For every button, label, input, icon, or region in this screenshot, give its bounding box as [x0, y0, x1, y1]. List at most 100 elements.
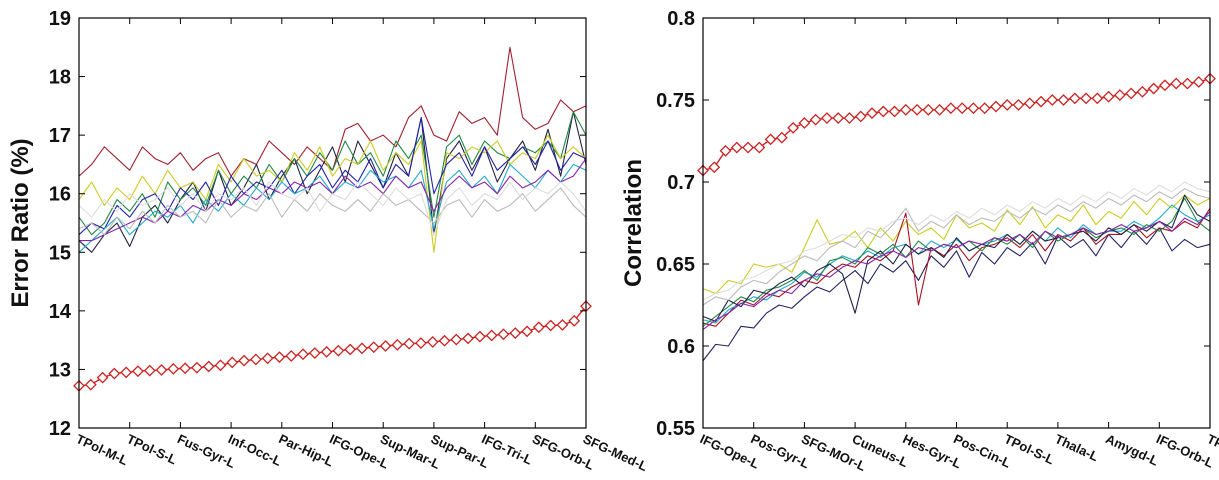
data-point [933, 103, 946, 116]
data-point [1091, 92, 1104, 105]
data-point [787, 121, 800, 134]
data-point [911, 103, 923, 116]
y-tick-label: 18 [49, 67, 71, 89]
data-point [1102, 90, 1115, 103]
series-8 [78, 187, 587, 236]
data-point [899, 103, 912, 116]
series-line [78, 187, 587, 236]
data-point [261, 352, 274, 365]
data-point [821, 112, 833, 124]
data-point [967, 102, 980, 115]
data-point [226, 356, 239, 369]
data-point [438, 334, 451, 347]
y-tick-label: 0.75 [656, 90, 695, 112]
data-point [167, 362, 180, 375]
data-point [764, 133, 777, 146]
data-point [249, 353, 262, 366]
data-point [809, 113, 822, 126]
data-point [832, 112, 845, 124]
data-point [1001, 99, 1014, 111]
series-6 [78, 163, 587, 253]
data-point [532, 321, 545, 334]
data-point [297, 348, 309, 361]
data-point [273, 351, 286, 364]
data-point [1012, 99, 1025, 111]
data-point [108, 367, 121, 380]
data-point [568, 314, 581, 327]
y-tick-label: 15 [49, 242, 71, 264]
data-point [473, 330, 486, 343]
data-point [944, 102, 957, 115]
data-point [1159, 79, 1171, 92]
plot-frame [702, 17, 1211, 429]
series-line [78, 117, 587, 236]
data-point [155, 364, 168, 376]
data-point [854, 110, 867, 123]
data-point [485, 329, 498, 342]
data-point [96, 371, 109, 384]
data-point [843, 112, 856, 124]
data-point [742, 141, 754, 154]
data-point [179, 362, 192, 375]
data-point [1057, 94, 1070, 106]
data-point [308, 347, 321, 359]
data-point [719, 144, 732, 157]
series-line [702, 194, 1211, 322]
data-point [798, 117, 811, 129]
data-point [1068, 92, 1081, 105]
data-point [190, 361, 203, 374]
series-6 [702, 194, 1211, 322]
series-line [78, 163, 587, 253]
data-point [1035, 95, 1047, 108]
series-3 [78, 111, 587, 236]
data-point [730, 141, 743, 154]
y-tick-label: 0.65 [656, 254, 695, 276]
series-3 [702, 207, 1211, 327]
x-tick-label: Amygd-L [1103, 431, 1160, 468]
data-point [990, 100, 1002, 113]
series-line [702, 204, 1211, 324]
data-point [1181, 77, 1194, 90]
data-point [120, 366, 133, 379]
data-point [866, 107, 878, 120]
data-point [978, 102, 991, 115]
y-tick-label: 14 [49, 301, 72, 323]
x-tick-label: TPol-S-L [124, 431, 179, 467]
data-point [509, 327, 522, 340]
y-tick-label: 19 [49, 8, 71, 30]
data-point [320, 345, 333, 358]
series-5 [78, 117, 587, 236]
series-4 [702, 204, 1211, 324]
series-line [78, 111, 587, 253]
data-point [922, 103, 935, 116]
series-line [78, 134, 587, 253]
data-point [1080, 92, 1092, 105]
series-0 [697, 72, 1216, 177]
data-point [462, 332, 475, 345]
y-tick-label: 0.7 [667, 172, 695, 194]
y-tick-label: 0.8 [667, 8, 695, 30]
data-point [556, 318, 569, 331]
data-point [1192, 76, 1205, 88]
data-point [391, 338, 404, 351]
data-point [356, 342, 368, 355]
correlation-chart: 0.550.60.650.70.750.8IFG-Ope-LPos-Gyr-LS… [620, 8, 1219, 474]
series-5 [702, 197, 1211, 327]
data-point [285, 350, 298, 362]
data-point [708, 161, 721, 174]
data-point [1125, 87, 1138, 100]
data-point [143, 364, 156, 377]
series-line [702, 207, 1211, 327]
data-point [877, 105, 890, 118]
series-2 [78, 111, 587, 253]
data-point [84, 378, 97, 391]
series-8 [702, 188, 1211, 306]
data-point [426, 335, 439, 348]
data-point [132, 365, 144, 378]
series-1 [702, 227, 1211, 362]
series-line [702, 227, 1211, 362]
data-point [888, 105, 901, 118]
data-point [753, 141, 766, 154]
y-axis-title: Correlation [620, 159, 647, 287]
